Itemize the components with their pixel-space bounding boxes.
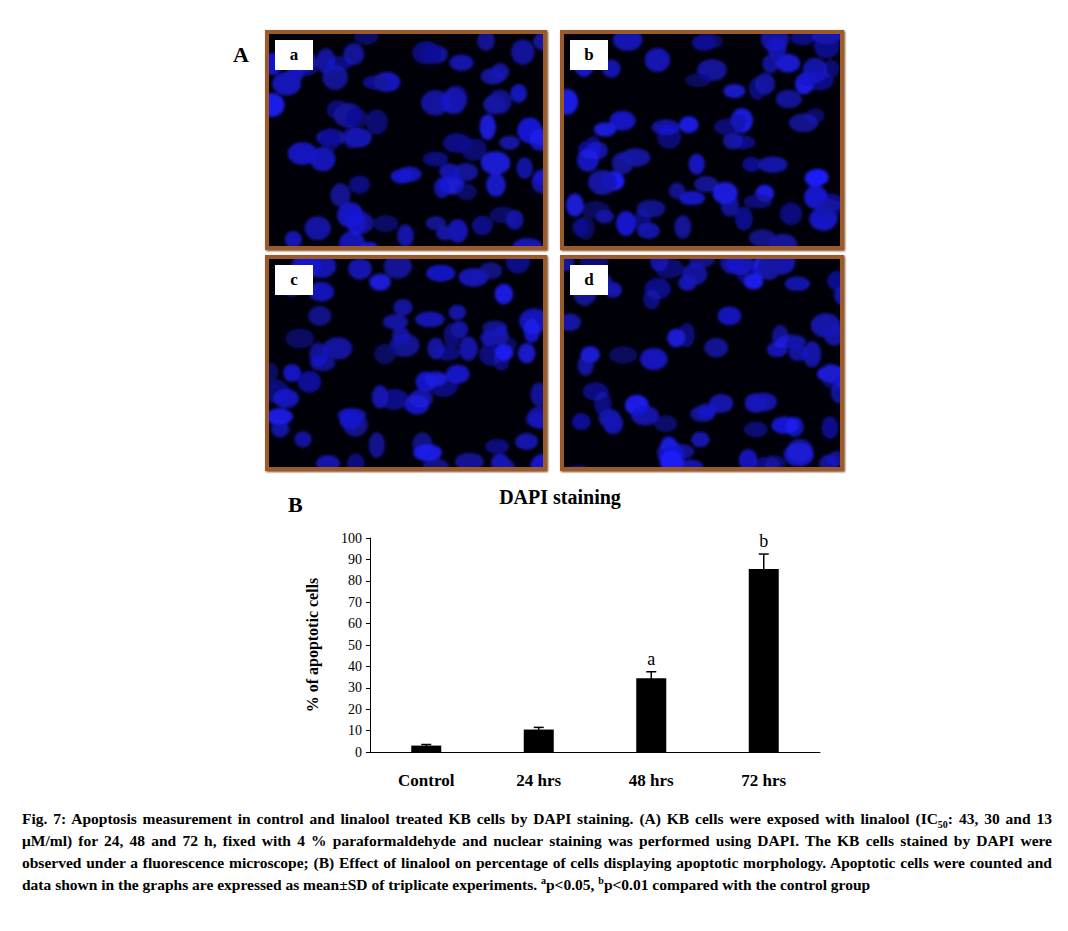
svg-text:% of apoptotic cells: % of apoptotic cells <box>304 578 322 713</box>
svg-text:50: 50 <box>348 638 362 653</box>
svg-text:b: b <box>759 531 768 551</box>
svg-text:72 hrs: 72 hrs <box>741 771 786 790</box>
svg-text:DAPI staining: DAPI staining <box>499 486 621 509</box>
html-text:B: B <box>288 492 303 517</box>
svg-text:20: 20 <box>348 702 362 717</box>
svg-text:0: 0 <box>355 745 362 760</box>
html-text:A: A <box>233 42 249 67</box>
svg-text:60: 60 <box>348 616 362 631</box>
html-text:c: c <box>290 270 298 289</box>
html-text:Fig. 7: Apoptosis measurement: Fig. 7: Apoptosis measurement in control… <box>22 810 1052 893</box>
svg-text:10: 10 <box>348 723 362 738</box>
svg-text:48 hrs: 48 hrs <box>629 771 674 790</box>
svg-text:40: 40 <box>348 659 362 674</box>
svg-text:100: 100 <box>341 531 362 546</box>
svg-text:30: 30 <box>348 680 362 695</box>
svg-text:80: 80 <box>348 573 362 588</box>
html-text:d: d <box>584 270 594 289</box>
html-text:a: a <box>289 45 299 64</box>
svg-text:24 hrs: 24 hrs <box>516 771 561 790</box>
svg-text:a: a <box>647 649 655 669</box>
svg-text:90: 90 <box>348 552 362 567</box>
svg-text:Control: Control <box>398 771 455 790</box>
html-text:b: b <box>584 45 594 64</box>
svg-text:70: 70 <box>348 595 362 610</box>
